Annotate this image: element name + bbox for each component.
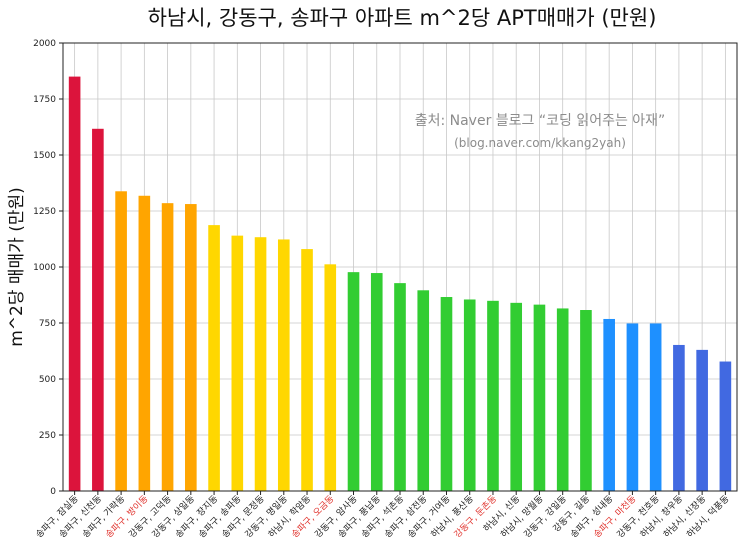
y-axis-ticks: 0 250 500 750 1000 1250 1500 1750 2000 [33, 39, 63, 497]
bar [185, 204, 197, 491]
bar [626, 323, 639, 491]
bar [487, 300, 499, 491]
bar [417, 290, 430, 491]
y-tick-label: 1500 [33, 151, 56, 161]
bar [254, 237, 267, 491]
bar [696, 349, 708, 491]
bar [301, 249, 313, 491]
bar [580, 310, 592, 491]
chart-title: 하남시, 강동구, 송파구 아파트 m^2당 APT매매가 (만원) [148, 6, 657, 30]
bar [719, 361, 732, 491]
bar [138, 195, 151, 491]
y-tick-label: 750 [39, 319, 56, 329]
bar [231, 235, 244, 491]
bar [208, 225, 220, 491]
bar [370, 273, 383, 491]
bar [556, 308, 569, 491]
y-tick-label: 0 [50, 487, 56, 497]
bar [649, 323, 662, 491]
bar [603, 318, 615, 491]
bar [324, 264, 337, 491]
bar [673, 344, 685, 491]
bar [92, 128, 104, 492]
y-axis-label: m^2당 매매가 (만원) [7, 187, 27, 347]
bar [277, 239, 290, 491]
y-tick-label: 1000 [33, 263, 56, 273]
bar [161, 203, 174, 491]
bar [463, 299, 476, 491]
y-tick-label: 250 [39, 431, 56, 441]
bar [347, 272, 360, 491]
bars [68, 76, 732, 492]
y-tick-label: 1750 [33, 95, 56, 105]
bar [440, 297, 453, 491]
bar [68, 76, 81, 491]
bar [533, 304, 546, 491]
bar [510, 302, 523, 491]
y-tick-label: 2000 [33, 39, 56, 49]
source-url-annotation: (blog.naver.com/kkang2yah) [454, 136, 626, 150]
y-tick-label: 500 [39, 375, 56, 385]
y-tick-label: 1250 [33, 207, 56, 217]
source-annotation: 출처: Naver 블로그 “코딩 읽어주는 아재” [415, 113, 666, 129]
bar [115, 191, 127, 491]
bar [394, 283, 406, 491]
